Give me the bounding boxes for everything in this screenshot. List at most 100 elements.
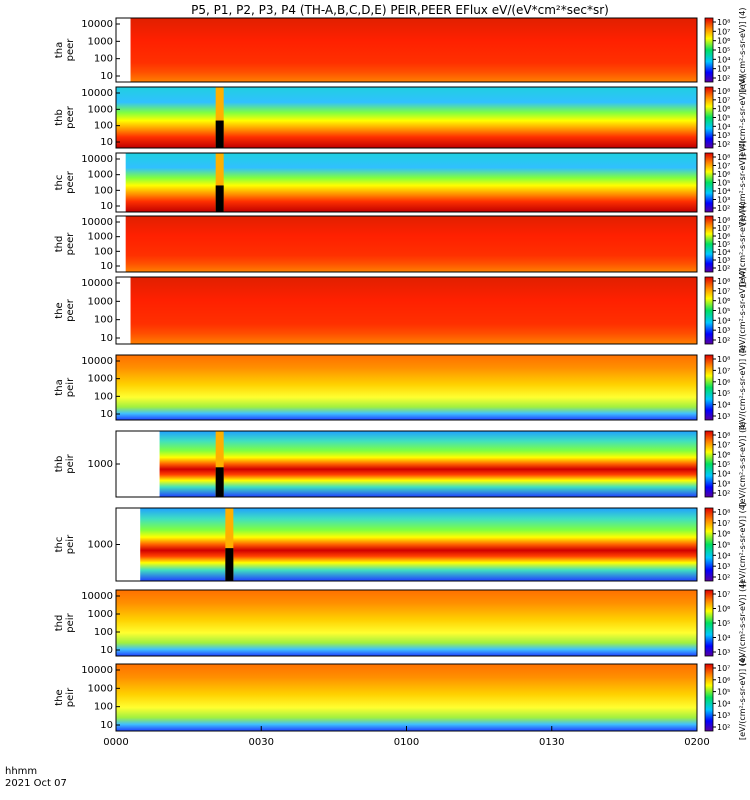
panel-label: peer (65, 170, 76, 194)
colorbar-tick-label: 10³ (717, 326, 730, 335)
colorbar-unit-label: [eV/(cm²-s-sr-eV)] (4) (738, 268, 747, 353)
panel-label: tha (54, 379, 65, 395)
colorbar-tick-label: 10⁶ (717, 450, 730, 459)
colorbar-tick-label: 10³ (717, 711, 730, 720)
y-tick-label: 10000 (81, 665, 113, 676)
panel-tha_peir: 10000 1000 100 10 tha peir 10⁸ 10⁷ 10⁶ 10⁵ 10⁴ 10³ [… (54, 345, 747, 430)
spectrogram-fill (116, 664, 697, 731)
colorbar-tick-label: 10³ (717, 131, 730, 140)
colorbar-unit-label: [eV/(cm²-s-sr-eV)] (4) (738, 201, 747, 286)
colorbar-tick-label: 10⁸ (717, 216, 730, 225)
panel-label: thd (54, 236, 65, 253)
y-tick-label: 10 (100, 333, 113, 344)
y-tick-label: 10 (100, 137, 113, 148)
y-tick-label: 10 (100, 261, 113, 272)
colorbar-tick-label: 10⁵ (717, 179, 730, 188)
panel-frame (115, 152, 698, 213)
y-tick-label: 10000 (81, 154, 113, 165)
colorbar-tick-label: 10³ (717, 648, 730, 657)
y-tick-label: 1000 (88, 170, 113, 181)
y-tick-label: 10000 (81, 88, 113, 99)
colorbar-unit-label: [eV/(cm²-s-sr-eV)] (4) (738, 502, 747, 587)
y-tick-label: 100 (94, 246, 113, 257)
spectrogram-fill (116, 87, 697, 148)
x-tick-label: 0030 (249, 737, 274, 748)
panel-label: thb (54, 109, 65, 126)
colorbar-tick-label: 10⁴ (717, 55, 730, 64)
spectrogram-fill (116, 590, 697, 656)
panel-frame (115, 589, 698, 657)
date-label: 2021 Oct 07 (5, 778, 67, 789)
panel-label: peir (65, 377, 76, 397)
colorbar-tick-label: 10⁷ (717, 224, 730, 233)
panel-frame (115, 215, 698, 273)
spike-column (215, 87, 224, 148)
colorbar-tick-label: 10⁸ (717, 431, 730, 440)
y-tick-label: 1000 (88, 104, 113, 115)
panel-label: peir (65, 612, 76, 632)
y-tick-label: 100 (94, 702, 113, 713)
y-tick-label: 100 (94, 121, 113, 132)
panel-label: peir (65, 453, 76, 473)
colorbar-tick-label: 10⁵ (717, 619, 730, 628)
colorbar-tick-label: 10⁴ (717, 551, 730, 560)
colorbar-tick-label: 10² (717, 489, 730, 498)
panel-label: thc (54, 537, 65, 553)
colorbar-tick-label: 10⁴ (717, 470, 730, 479)
y-tick-label: 10 (100, 71, 113, 82)
colorbar-tick-label: 10⁷ (717, 441, 730, 450)
y-tick-label: 100 (94, 315, 113, 326)
y-tick-label: 10000 (81, 278, 113, 289)
y-tick-label: 1000 (88, 540, 113, 551)
colorbar-unit-label: [eV/(cm²-s-sr-eV)] (4) (738, 421, 747, 506)
y-tick-label: 1000 (88, 232, 113, 243)
y-tick-label: 100 (94, 54, 113, 65)
colorbar (704, 276, 714, 345)
panel-label: peir (65, 687, 76, 707)
colorbar-tick-label: 10² (717, 336, 730, 345)
colorbar-tick-label: 10⁵ (717, 541, 730, 550)
panel-frame (115, 276, 698, 345)
panel-the_peer: 10000 1000 100 10 the peer 10⁸10⁷10⁶10⁵10⁴10³1… (54, 268, 747, 353)
colorbar-tick-label: 10⁷ (717, 162, 730, 171)
colorbar (704, 430, 714, 498)
colorbar (704, 17, 714, 83)
colorbar (704, 354, 714, 421)
colorbar-tick-label: 10² (717, 140, 730, 149)
spike-core (215, 185, 224, 212)
colorbar-tick-label: 10⁶ (717, 105, 730, 114)
y-tick-label: 10000 (81, 217, 113, 228)
colorbar-tick-label: 10⁴ (717, 401, 730, 410)
colorbar-tick-label: 10³ (717, 562, 730, 571)
x-tick-label: 0000 (103, 737, 128, 748)
y-tick-label: 10 (100, 201, 113, 212)
colorbar-tick-label: 10⁶ (717, 170, 730, 179)
spectrogram-fill (125, 216, 697, 272)
colorbar-tick-label: 10⁸ (717, 508, 730, 517)
spectrogram-fill (140, 508, 698, 581)
colorbar-unit-label: [eV/(cm²-s-sr-eV)] (4) (738, 580, 747, 665)
x-tick-label: 0100 (394, 737, 419, 748)
colorbar-tick-label: 10⁶ (717, 297, 730, 306)
colorbar-tick-label: 10⁷ (717, 287, 730, 296)
colorbar-tick-label: 10² (717, 264, 730, 273)
colorbar-unit-label: [eV/(cm²-s-sr-eV)] (4) (738, 655, 747, 740)
colorbar-tick-label: 10⁸ (717, 153, 730, 162)
colorbar-tick-label: 10⁸ (717, 87, 730, 96)
panel-label: peer (65, 298, 76, 322)
colorbar-tick-label: 10⁵ (717, 114, 730, 123)
colorbar-tick-label: 10³ (717, 196, 730, 205)
colorbar-tick-label: 10³ (717, 65, 730, 74)
spike-column (225, 508, 234, 581)
colorbar-tick-label: 10⁷ (717, 27, 730, 36)
y-tick-label: 1000 (88, 374, 113, 385)
spike-core (215, 467, 224, 497)
colorbar (704, 215, 714, 273)
colorbar (704, 507, 714, 582)
colorbar-tick-label: 10³ (717, 256, 730, 265)
